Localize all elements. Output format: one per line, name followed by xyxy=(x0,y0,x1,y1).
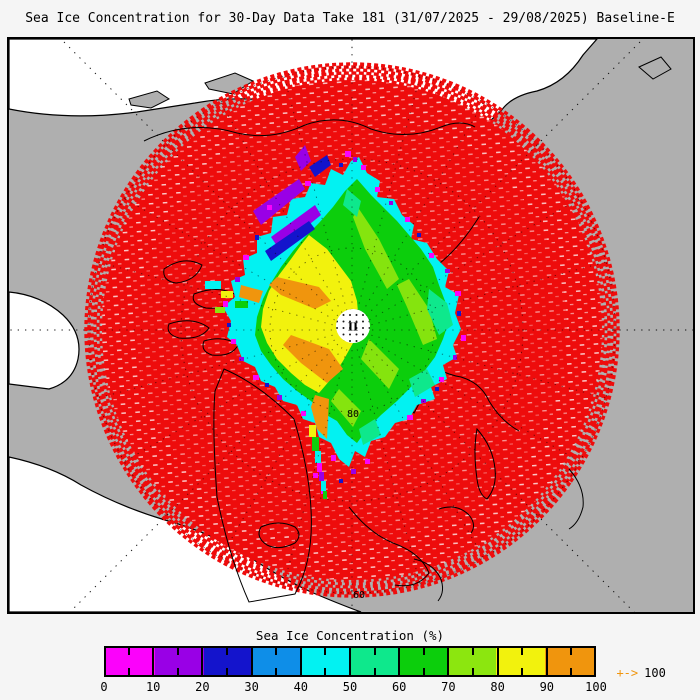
colorbar-segment xyxy=(203,648,253,675)
latitude-labels: 80 60 xyxy=(347,409,365,601)
pole-hole: II xyxy=(336,309,370,343)
colorbar xyxy=(104,646,596,677)
graticule-land xyxy=(9,39,693,612)
graticule-dots xyxy=(88,66,616,594)
colorbar-segment xyxy=(349,648,399,675)
lat-label-80: 80 xyxy=(347,409,359,420)
colorbar-tick-labels: 0 10 20 30 40 50 60 70 80 90 100 xyxy=(100,680,606,695)
colorbar-segment xyxy=(154,648,204,675)
colorbar-tick-label: 40 xyxy=(293,680,309,694)
colorbar-tick-label: 0 xyxy=(100,680,108,694)
overflow-value: 100 xyxy=(644,666,666,680)
colorbar-segment xyxy=(545,648,594,675)
colorbar-tick-label: 10 xyxy=(145,680,161,694)
overflow-indicator: +-> 100 xyxy=(602,652,666,680)
colorbar-segment xyxy=(398,648,448,675)
colorbar-tick-label: 100 xyxy=(585,680,607,694)
colorbar-segment xyxy=(496,648,546,675)
colorbar-segment xyxy=(252,648,302,675)
lat-label-60: 60 xyxy=(353,590,365,601)
ice-edge-streak xyxy=(309,425,327,499)
pole-marker: II xyxy=(348,321,358,334)
colorbar-segment xyxy=(447,648,497,675)
polar-map: 80 60 II xyxy=(7,37,695,614)
colorbar-tick-label: 70 xyxy=(441,680,456,694)
colorbar-tick-label: 50 xyxy=(342,680,358,694)
colorbar-tick-label: 30 xyxy=(244,680,259,694)
colorbar-segment xyxy=(301,648,350,675)
plot-title: Sea Ice Concentration for 30-Day Data Ta… xyxy=(25,11,675,26)
ice-fringe-specks xyxy=(205,151,466,499)
ocean-baffin-bay xyxy=(9,291,80,390)
legend-title: Sea Ice Concentration (%) xyxy=(255,628,445,643)
overflow-arrow-icon: +-> xyxy=(616,666,639,680)
coastal-ice-patches xyxy=(205,281,256,319)
colorbar-tick-label: 80 xyxy=(490,680,505,694)
colorbar-tick-label: 60 xyxy=(391,680,407,694)
colorbar-segment xyxy=(106,648,155,675)
colorbar-tick-label: 20 xyxy=(195,680,210,694)
colorbar-tick-label: 90 xyxy=(539,680,555,694)
